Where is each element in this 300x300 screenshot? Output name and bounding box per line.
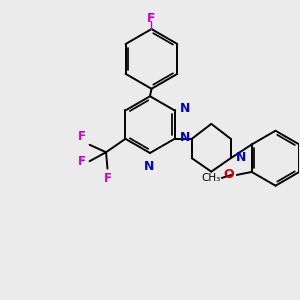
Text: N: N	[180, 131, 190, 144]
Text: F: F	[147, 12, 156, 25]
Text: CH₃: CH₃	[201, 173, 220, 183]
Text: O: O	[223, 168, 234, 182]
Text: N: N	[180, 102, 190, 116]
Text: F: F	[103, 172, 112, 185]
Text: N: N	[144, 160, 154, 173]
Text: F: F	[78, 155, 86, 168]
Text: F: F	[78, 130, 86, 143]
Text: N: N	[236, 151, 247, 164]
